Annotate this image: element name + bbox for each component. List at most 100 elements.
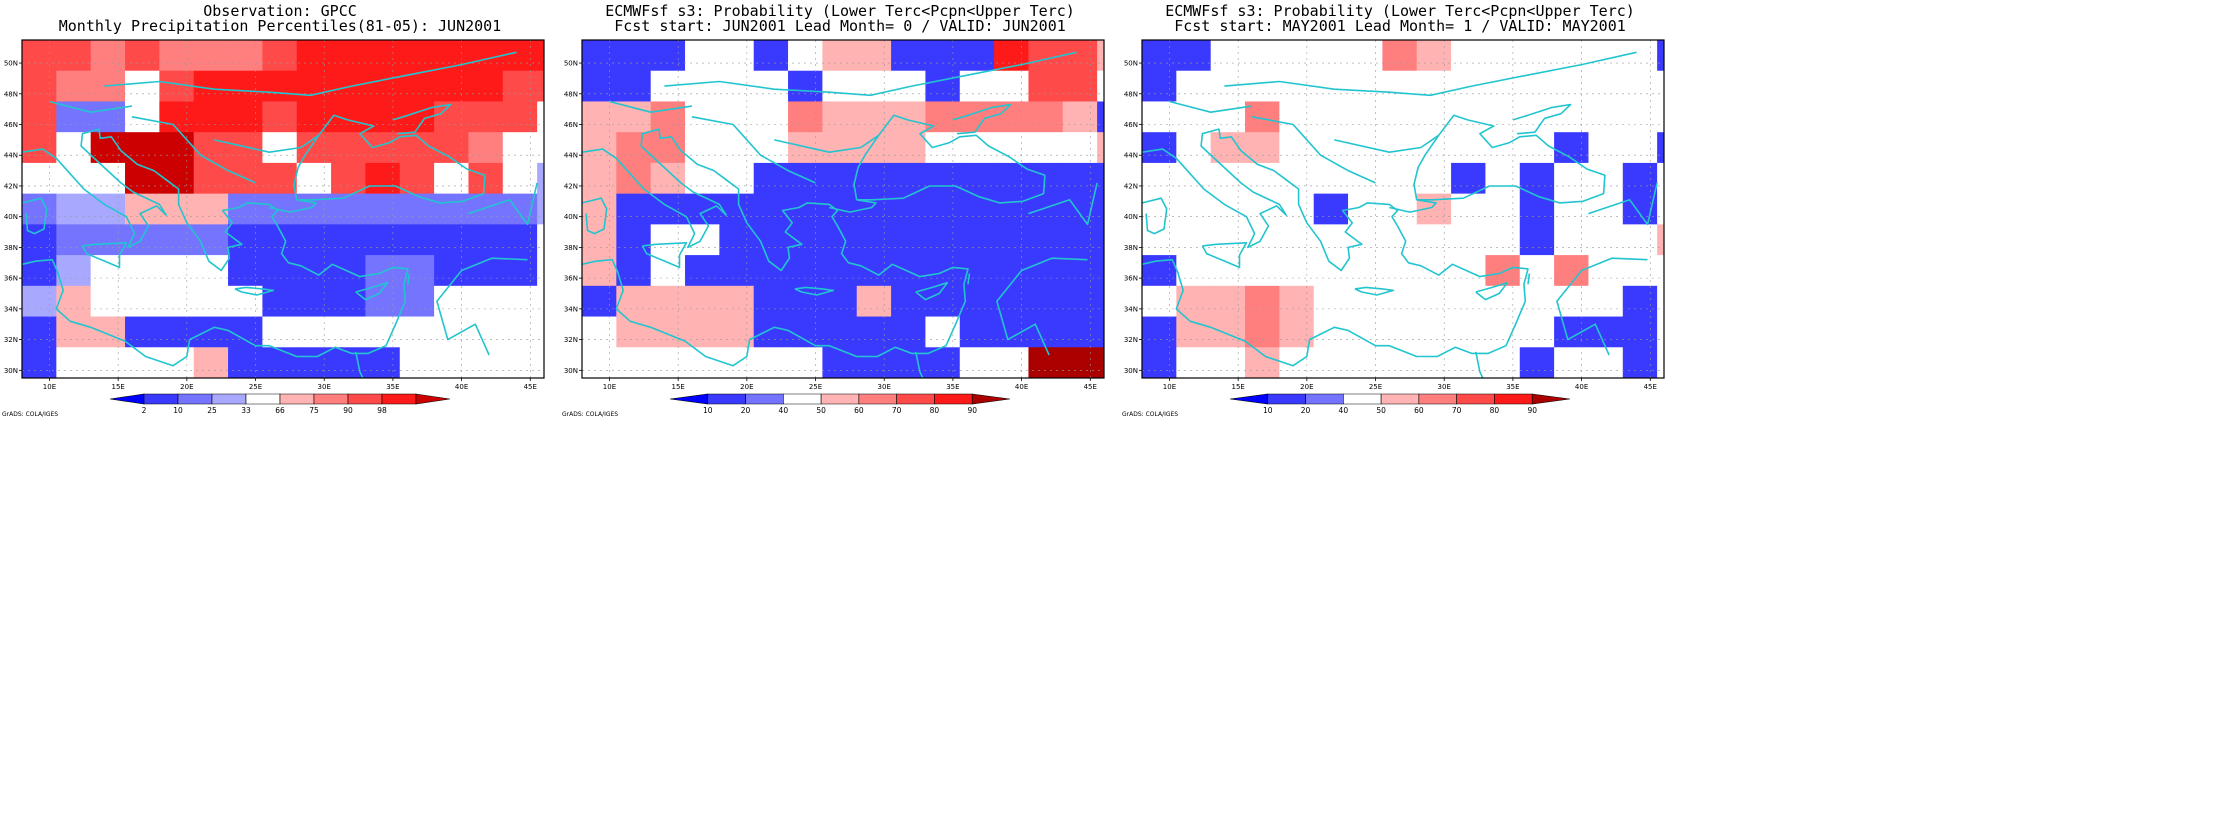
colorbar-swatch <box>1456 393 1495 405</box>
grid-cell <box>1210 40 1246 72</box>
grid-cell <box>1622 162 1658 195</box>
lat-tick-label: 30N <box>564 367 578 375</box>
grid-cell <box>1622 255 1658 287</box>
grid-cell <box>1313 40 1349 72</box>
grid-cell <box>1028 193 1064 225</box>
grid-cell <box>685 40 720 72</box>
colorbar-swatch <box>381 393 417 405</box>
grid-cell <box>753 101 789 133</box>
colorbar-swatch <box>669 393 709 405</box>
grid-cell <box>434 70 469 102</box>
colorbar-swatch <box>1305 393 1344 405</box>
lon-tick-label: 10E <box>603 383 616 391</box>
grid-cell <box>891 132 926 164</box>
lon-tick-label: 45E <box>1644 383 1657 391</box>
grid-cell <box>1588 162 1624 195</box>
colorbar-swatch <box>858 393 897 405</box>
grid-cell <box>1416 40 1452 72</box>
lon-tick-label: 15E <box>111 383 124 391</box>
grid-cell <box>856 316 892 348</box>
grid-cell <box>1245 193 1280 225</box>
grid-cell <box>468 224 504 256</box>
grid-cell <box>125 224 160 256</box>
grid-cell <box>1382 347 1418 378</box>
lon-tick-label: 25E <box>809 383 822 391</box>
map-panel-lead1: ECMWFsf s3: Probability (Lower Terc<Pcpn… <box>1120 0 1680 420</box>
grid-cell <box>1657 193 1664 225</box>
grid-cell <box>1348 101 1383 133</box>
grid-cell <box>1416 70 1452 102</box>
colorbar-swatch <box>1494 393 1533 405</box>
grid-cell <box>994 316 1029 348</box>
grid-cell <box>1097 347 1104 378</box>
grid-cell <box>1382 255 1418 287</box>
grid-cell <box>719 193 755 225</box>
colorbar-swatch <box>143 393 179 405</box>
grid-cell <box>1519 224 1555 256</box>
lat-tick-label: 42N <box>1124 182 1138 190</box>
grid-cell <box>994 193 1029 225</box>
grid-cell <box>582 347 617 378</box>
grid-cell <box>1348 347 1383 378</box>
grid-cell <box>1210 285 1246 317</box>
grid-cell <box>582 101 617 133</box>
grid-cell <box>650 347 686 378</box>
grid-cell <box>822 347 858 378</box>
grid-cell <box>1382 162 1418 195</box>
grid-cell <box>1451 40 1486 72</box>
map-svg-lead1: ECMWFsf s3: Probability (Lower Terc<Pcpn… <box>1122 2 1665 418</box>
colorbar-swatch <box>707 393 746 405</box>
grid-cell <box>1485 193 1521 225</box>
lat-tick-label: 42N <box>564 182 578 190</box>
grid-cell <box>856 162 892 195</box>
colorbar-swatch <box>1267 393 1306 405</box>
grid-cell <box>1062 285 1098 317</box>
map-svg-lead0: ECMWFsf s3: Probability (Lower Terc<Pcpn… <box>562 2 1105 418</box>
colorbar-label: 50 <box>1376 406 1386 415</box>
grid-cell <box>1097 193 1104 225</box>
grid-cell <box>1588 101 1624 133</box>
grid-cell <box>1028 132 1064 164</box>
colorbar: 10 20 40 50 60 70 80 90 <box>669 393 1011 415</box>
grid-cell <box>1245 255 1280 287</box>
grid-cell <box>1028 40 1064 72</box>
map-frame <box>581 39 1105 379</box>
colorbar-label: 2 <box>142 406 147 415</box>
lat-tick-label: 44N <box>4 152 18 160</box>
grid-cell <box>296 316 332 348</box>
grid-cell <box>537 347 544 378</box>
grid-cell <box>22 101 57 133</box>
lon-tick-label: 15E <box>671 383 684 391</box>
grid-cell <box>1519 193 1555 225</box>
grid-cell <box>22 132 57 164</box>
grid-cell <box>1485 40 1521 72</box>
grid-cell <box>1176 40 1212 72</box>
grid-cell <box>331 316 366 348</box>
grid-cell <box>1062 193 1098 225</box>
grid-cell <box>331 132 366 164</box>
grid-cell <box>331 40 366 72</box>
grid-cell <box>1279 255 1315 287</box>
grid-cell <box>822 70 858 102</box>
grid-cell <box>125 255 160 287</box>
grid-cell <box>434 162 469 195</box>
grid-cell <box>925 132 961 164</box>
colorbar-swatch <box>783 393 822 405</box>
grid-cell <box>22 162 57 195</box>
grid-cell <box>1657 70 1664 102</box>
grid-cell <box>1622 132 1658 164</box>
panel-subtitle: Fcst start: JUN2001 Lead Month= 0 / VALI… <box>614 17 1066 35</box>
grid-cell <box>719 132 755 164</box>
grid-cell <box>1622 101 1658 133</box>
grid-cell <box>56 101 92 133</box>
grid-cell <box>1245 347 1280 378</box>
lat-tick-label: 46N <box>564 121 578 129</box>
grid-cell <box>1062 132 1098 164</box>
grid-cell <box>1382 40 1418 72</box>
grid-cell <box>959 347 995 378</box>
panel-subtitle: Fcst start: MAY2001 Lead Month= 1 / VALI… <box>1174 17 1626 35</box>
grid-cell <box>90 40 126 72</box>
colorbar: 2 10 25 33 66 75 90 98 <box>109 393 451 415</box>
grid-cell <box>1062 162 1098 195</box>
colorbar-swatch <box>1531 393 1571 405</box>
